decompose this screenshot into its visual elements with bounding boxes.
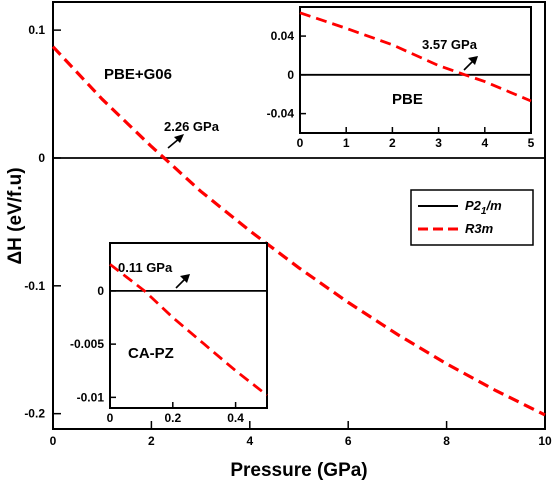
inset_bottom-xtick-label: 0.4 [227, 411, 244, 425]
inset_bottom-ytick-label: -0.005 [70, 337, 104, 351]
main-y-ticks: -0.2 -0.1 0 0.1 [24, 23, 61, 421]
panel-label-capz: CA-PZ [128, 345, 174, 362]
inset-capz-series-group [109, 263, 268, 397]
annotation-pbe-arrowhead [468, 56, 478, 65]
legend-label-p21m-tail: /m [485, 198, 502, 213]
inset_top-xtick-label: 0 [297, 136, 304, 150]
inset-capz: 0 0.2 0.4 -0.01 -0.005 0 CA-PZ 0.11 GPa [70, 242, 268, 425]
inset_top-series-r3m [299, 11, 532, 103]
inset_top-xtick-label: 1 [343, 136, 350, 150]
annotation-capz-arrowhead [180, 274, 190, 283]
main-ytick-label: -0.2 [24, 407, 45, 421]
annotation-pbe-text: 3.57 GPa [422, 37, 478, 52]
legend-label-p21m-sub: 1 [481, 206, 487, 217]
x-axis-title: Pressure (GPa) [230, 460, 367, 481]
y-axis-title: ΔH (eV/f.u) [5, 167, 26, 264]
main-xtick-label: 2 [148, 434, 155, 448]
inset_bottom-xtick-label: 0 [107, 411, 114, 425]
main-ytick-label: 0 [38, 151, 45, 165]
main-series-group [51, 45, 546, 417]
inset_top-ytick-label: -0.04 [267, 107, 295, 121]
legend-label-r3m: R3m [465, 221, 494, 236]
legend-label-p21m: P21/m [465, 198, 502, 217]
legend: P21/m R3m [410, 189, 534, 246]
main-ytick-label: 0.1 [28, 23, 45, 37]
legend-frame [410, 189, 534, 246]
annotation-main-text: 2.26 GPa [164, 119, 220, 134]
inset-pbe-y-ticks: -0.04 0 0.04 [267, 29, 306, 121]
main-ytick-label: -0.1 [24, 279, 45, 293]
panel-label-pbe: PBE [392, 91, 423, 108]
inset-pbe-x-ticks: 0 1 2 3 4 5 [297, 127, 535, 150]
inset_top-xtick-label: 2 [389, 136, 396, 150]
inset_top-xtick-label: 4 [481, 136, 488, 150]
inset-capz-frame [109, 242, 268, 409]
main-xtick-label: 8 [443, 434, 450, 448]
main-xtick-label: 10 [538, 434, 552, 448]
inset_top-xtick-label: 3 [435, 136, 442, 150]
inset_bottom-ytick-label: -0.01 [77, 390, 105, 404]
inset-pbe: 0 1 2 3 4 5 -0.04 0 0.04 PBE 3.57 GPa [267, 6, 535, 150]
main-x-ticks: 0 2 4 6 8 10 [50, 421, 552, 448]
legend-label-p21m-main: P2 [465, 198, 482, 213]
inset_bottom-ytick-label: 0 [97, 284, 104, 298]
inset_bottom-series-r3m [109, 263, 268, 397]
main-series-r3m [51, 45, 546, 417]
annotation-main: 2.26 GPa [164, 119, 220, 149]
inset-capz-x-ticks: 0 0.2 0.4 [107, 402, 244, 425]
inset_bottom-xtick-label: 0.2 [164, 411, 181, 425]
annotation-main-arrowhead [174, 134, 184, 143]
panel-label-main: PBE+G06 [104, 66, 172, 83]
inset_top-xtick-label: 5 [528, 136, 535, 150]
inset_top-ytick-label: 0 [287, 68, 294, 82]
annotation-capz-text: 0.11 GPa [118, 260, 173, 275]
main-xtick-label: 0 [50, 434, 57, 448]
inset-capz-y-ticks: -0.01 -0.005 0 [70, 284, 116, 404]
main-xtick-label: 4 [246, 434, 253, 448]
inset_top-ytick-label: 0.04 [271, 29, 295, 43]
inset-pbe-frame [299, 6, 532, 134]
inset-pbe-series-group [299, 11, 532, 103]
main-xtick-label: 6 [345, 434, 352, 448]
